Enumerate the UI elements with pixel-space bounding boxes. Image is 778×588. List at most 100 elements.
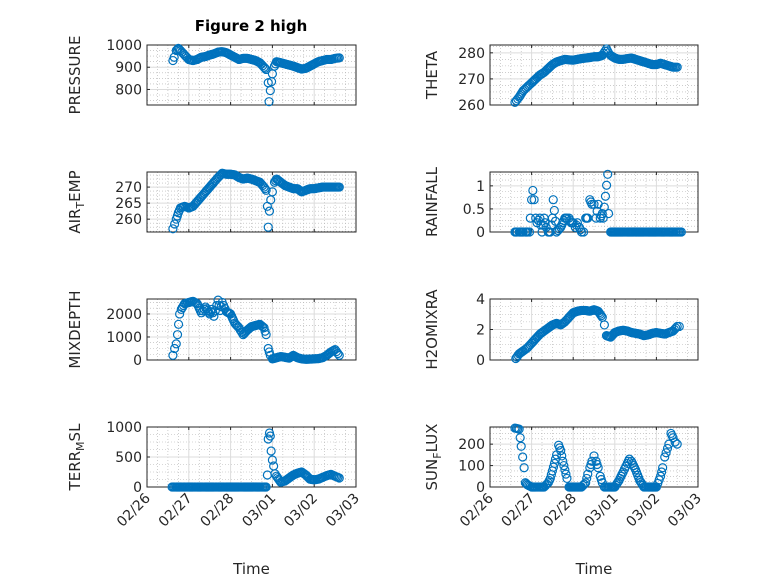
scatter-series-sun-flux (510, 423, 682, 492)
data-point-interp (518, 452, 528, 462)
y-tick-label: 0 (133, 480, 142, 496)
axes-box (489, 44, 699, 106)
y-tick-label: 265 (115, 196, 142, 212)
data-point (598, 213, 608, 223)
y-axis-label: AIRTEMP (66, 170, 87, 233)
y-tick-label: 260 (458, 98, 485, 114)
scatter-series-air-temp (168, 168, 344, 234)
data-point-interp (661, 448, 671, 458)
data-point (548, 195, 558, 205)
data-point (266, 446, 276, 456)
data-point (171, 339, 181, 349)
y-axis-label: MIXDEPTH (66, 290, 84, 368)
data-point (599, 320, 610, 330)
y-tick-label: 1000 (106, 330, 142, 346)
data-point (603, 208, 614, 219)
data-point (334, 182, 344, 192)
data-point (562, 473, 572, 484)
y-tick-label: 900 (115, 60, 142, 76)
axes-box (146, 298, 357, 361)
subplot-pressure: 800 900 1000 PRESSURE (66, 36, 357, 114)
data-point (514, 424, 524, 434)
data-point (581, 478, 591, 488)
data-point (169, 52, 179, 62)
subplot-sun-flux: 02/26 02/27 02/28 03/01 03/02 03/03 0 100 200 SUN… (423, 423, 705, 578)
data-point (267, 187, 277, 197)
data-point (525, 213, 535, 223)
scatter-series-mixdepth (168, 295, 344, 364)
axes-box (489, 298, 699, 361)
axes-box (146, 171, 357, 233)
data-point (234, 323, 244, 333)
data-point-interp (579, 479, 589, 489)
data-point (264, 206, 275, 216)
data-point (169, 343, 180, 354)
y-tick-label: 260 (115, 212, 142, 228)
data-point-interp (599, 202, 609, 212)
data-point (261, 330, 271, 340)
data-point-interp (549, 205, 559, 216)
data-point (168, 224, 178, 234)
data-point (526, 195, 537, 205)
data-point (668, 433, 678, 443)
y-axis-label: RAINFALL (423, 166, 441, 237)
data-point (556, 445, 566, 456)
data-point (655, 471, 666, 481)
data-point-interp (258, 322, 268, 332)
data-point (172, 330, 183, 340)
data-point (519, 463, 529, 473)
data-point (169, 219, 180, 229)
x-tick-label: 03/02 (623, 491, 663, 531)
data-point (524, 227, 535, 237)
x-tick-label: 03/01 (582, 491, 622, 531)
y-axis-label: THETA (423, 50, 441, 100)
subplot-rainfall: 0 0.5 1 RAINFALL (423, 166, 699, 241)
y-tick-label: 2000 (106, 307, 142, 323)
data-point-interp (561, 469, 571, 479)
x-tick-label: 03/01 (239, 491, 279, 531)
data-point-interp (600, 191, 611, 201)
data-point (267, 455, 277, 465)
data-point-interp (540, 218, 550, 228)
data-point (168, 350, 178, 360)
data-point (558, 456, 568, 466)
x-axis-label: Time (575, 560, 613, 578)
data-point (263, 222, 273, 232)
x-tick-label: 02/27 (156, 491, 196, 531)
y-tick-label: 1000 (106, 420, 142, 436)
y-axis-label: H2OMIXRA (423, 289, 441, 370)
data-point (334, 350, 344, 360)
x-tick-label: 02/26 (114, 490, 154, 530)
data-point (528, 185, 538, 196)
y-tick-label: 0 (476, 480, 485, 496)
data-point (334, 53, 344, 63)
data-point-interp (662, 443, 673, 454)
y-tick-label: 1 (476, 179, 485, 195)
data-point (261, 185, 271, 195)
y-tick-label: 0.5 (463, 202, 485, 218)
scatter-series-pressure (168, 43, 344, 107)
axes-box (489, 426, 699, 488)
data-point (265, 431, 275, 441)
y-tick-label: 0 (476, 353, 485, 369)
data-point-interp (656, 467, 667, 477)
data-point (587, 456, 597, 466)
data-point (263, 434, 273, 444)
x-tick-label: 02/26 (457, 490, 497, 530)
data-point (334, 473, 344, 483)
axes-box (489, 171, 699, 233)
subplot-mixdepth: 0 1000 2000 MIXDEPTH (66, 290, 357, 369)
y-tick-label: 280 (458, 46, 485, 62)
y-axis-label: SUNFLUX (423, 424, 444, 491)
scatter-series-theta (510, 44, 682, 107)
x-tick-label: 02/28 (198, 491, 238, 531)
data-point (660, 452, 670, 462)
data-point-interp (333, 348, 343, 359)
data-point-interp (601, 180, 612, 190)
x-tick-label: 02/28 (540, 491, 580, 531)
data-point (593, 463, 603, 473)
y-tick-label: 100 (458, 459, 485, 475)
x-tick-label: 03/03 (323, 491, 363, 531)
data-point-interp (559, 460, 569, 471)
scatter-series-terr-msl (167, 428, 344, 492)
